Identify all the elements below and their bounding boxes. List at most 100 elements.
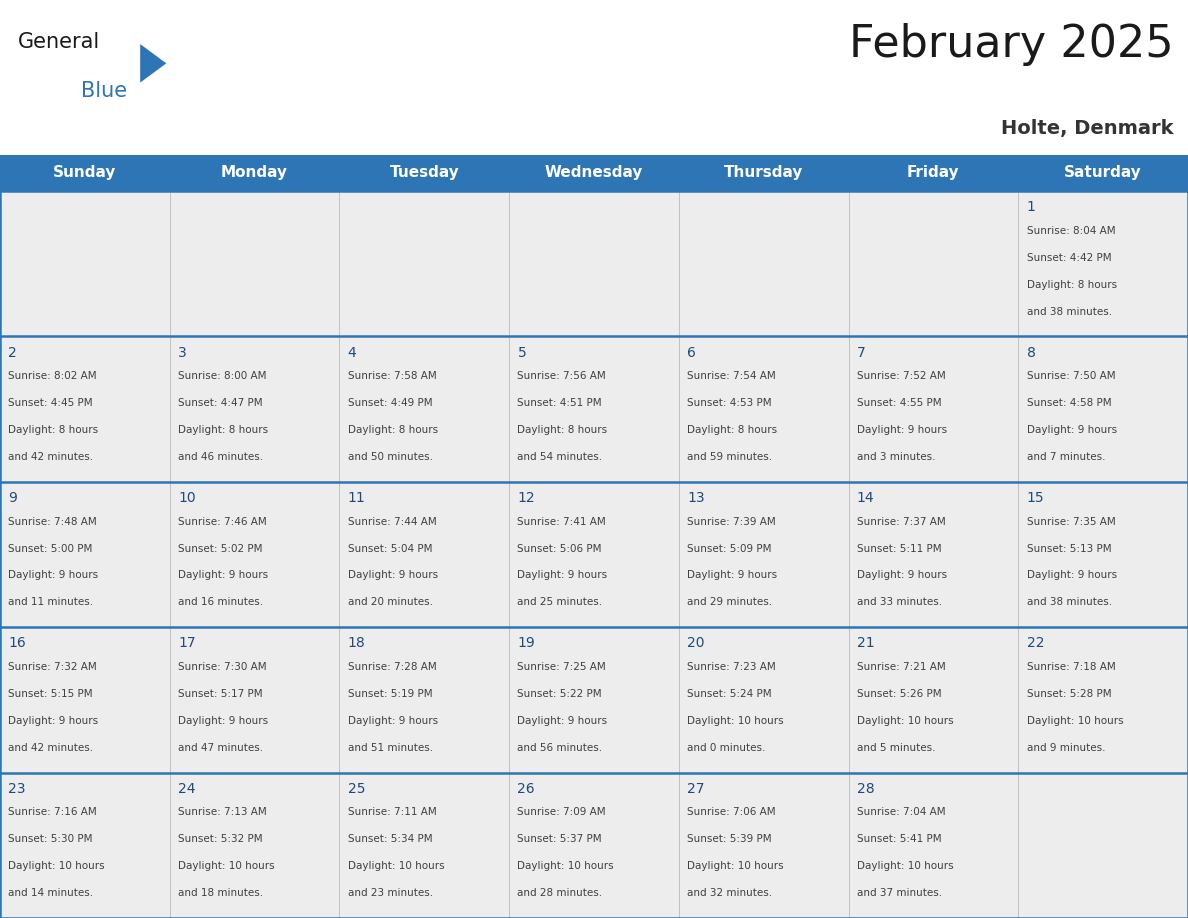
Text: 1: 1 <box>1026 200 1036 214</box>
Text: Sunset: 4:45 PM: Sunset: 4:45 PM <box>8 398 93 409</box>
Text: and 38 minutes.: and 38 minutes. <box>1026 307 1112 317</box>
Text: Holte, Denmark: Holte, Denmark <box>1001 119 1174 139</box>
Text: 27: 27 <box>687 782 704 796</box>
Text: and 25 minutes.: and 25 minutes. <box>518 598 602 608</box>
Bar <box>510 482 678 627</box>
Text: Daylight: 9 hours: Daylight: 9 hours <box>348 716 438 726</box>
Text: Daylight: 9 hours: Daylight: 9 hours <box>178 570 268 580</box>
Text: and 18 minutes.: and 18 minutes. <box>178 889 264 898</box>
Text: Sunset: 5:24 PM: Sunset: 5:24 PM <box>687 689 772 699</box>
Text: 13: 13 <box>687 491 704 505</box>
Text: Daylight: 9 hours: Daylight: 9 hours <box>8 716 99 726</box>
Text: and 28 minutes.: and 28 minutes. <box>518 889 602 898</box>
Text: 21: 21 <box>857 636 874 650</box>
Text: Sunrise: 7:56 AM: Sunrise: 7:56 AM <box>518 371 606 381</box>
Text: Daylight: 9 hours: Daylight: 9 hours <box>1026 570 1117 580</box>
Text: Daylight: 9 hours: Daylight: 9 hours <box>348 570 438 580</box>
Text: February 2025: February 2025 <box>849 23 1174 66</box>
Text: 15: 15 <box>1026 491 1044 505</box>
Text: and 14 minutes.: and 14 minutes. <box>8 889 94 898</box>
Text: Sunset: 4:58 PM: Sunset: 4:58 PM <box>1026 398 1111 409</box>
Bar <box>0 155 1188 191</box>
Text: and 51 minutes.: and 51 minutes. <box>348 743 432 753</box>
Text: and 42 minutes.: and 42 minutes. <box>8 743 94 753</box>
Text: Sunrise: 7:39 AM: Sunrise: 7:39 AM <box>687 517 776 527</box>
Text: Sunrise: 7:04 AM: Sunrise: 7:04 AM <box>857 808 946 818</box>
Text: Sunrise: 7:32 AM: Sunrise: 7:32 AM <box>8 662 97 672</box>
Text: 19: 19 <box>518 636 536 650</box>
Text: 4: 4 <box>348 345 356 360</box>
Bar <box>340 627 510 773</box>
Text: Sunrise: 7:41 AM: Sunrise: 7:41 AM <box>518 517 606 527</box>
Text: and 0 minutes.: and 0 minutes. <box>687 743 765 753</box>
Text: Daylight: 9 hours: Daylight: 9 hours <box>8 570 99 580</box>
Text: Daylight: 8 hours: Daylight: 8 hours <box>518 425 607 435</box>
Text: Sunrise: 7:11 AM: Sunrise: 7:11 AM <box>348 808 436 818</box>
Bar <box>170 773 340 918</box>
Text: Sunset: 4:47 PM: Sunset: 4:47 PM <box>178 398 263 409</box>
Text: and 46 minutes.: and 46 minutes. <box>178 452 264 462</box>
Text: Sunset: 5:30 PM: Sunset: 5:30 PM <box>8 834 93 845</box>
Bar <box>510 336 678 482</box>
Text: 24: 24 <box>178 782 196 796</box>
Text: Sunset: 5:41 PM: Sunset: 5:41 PM <box>857 834 942 845</box>
Text: Thursday: Thursday <box>723 165 803 181</box>
Bar <box>510 627 678 773</box>
Bar <box>0 627 170 773</box>
Text: Sunrise: 7:37 AM: Sunrise: 7:37 AM <box>857 517 946 527</box>
Text: Sunrise: 7:18 AM: Sunrise: 7:18 AM <box>1026 662 1116 672</box>
Text: and 32 minutes.: and 32 minutes. <box>687 889 772 898</box>
Text: 12: 12 <box>518 491 535 505</box>
Text: and 16 minutes.: and 16 minutes. <box>178 598 264 608</box>
Text: Sunset: 5:39 PM: Sunset: 5:39 PM <box>687 834 772 845</box>
Text: Sunset: 5:19 PM: Sunset: 5:19 PM <box>348 689 432 699</box>
Text: 18: 18 <box>348 636 366 650</box>
Text: 26: 26 <box>518 782 535 796</box>
Bar <box>510 773 678 918</box>
Bar <box>340 336 510 482</box>
Text: Sunrise: 7:30 AM: Sunrise: 7:30 AM <box>178 662 266 672</box>
Text: Sunset: 5:26 PM: Sunset: 5:26 PM <box>857 689 942 699</box>
Bar <box>170 482 340 627</box>
Bar <box>848 336 1018 482</box>
Text: Sunrise: 7:50 AM: Sunrise: 7:50 AM <box>1026 371 1116 381</box>
Text: 16: 16 <box>8 636 26 650</box>
Text: and 3 minutes.: and 3 minutes. <box>857 452 935 462</box>
Text: Blue: Blue <box>81 81 127 101</box>
Text: and 59 minutes.: and 59 minutes. <box>687 452 772 462</box>
Bar <box>1018 336 1188 482</box>
Text: Sunset: 5:22 PM: Sunset: 5:22 PM <box>518 689 602 699</box>
Text: Daylight: 9 hours: Daylight: 9 hours <box>178 716 268 726</box>
Bar <box>340 482 510 627</box>
Text: and 38 minutes.: and 38 minutes. <box>1026 598 1112 608</box>
Text: 8: 8 <box>1026 345 1036 360</box>
Text: Sunset: 5:04 PM: Sunset: 5:04 PM <box>348 543 432 554</box>
Text: Daylight: 8 hours: Daylight: 8 hours <box>8 425 99 435</box>
Text: Sunset: 5:02 PM: Sunset: 5:02 PM <box>178 543 263 554</box>
Bar <box>848 482 1018 627</box>
Text: 23: 23 <box>8 782 26 796</box>
Text: Sunset: 5:15 PM: Sunset: 5:15 PM <box>8 689 93 699</box>
Text: 28: 28 <box>857 782 874 796</box>
Text: Daylight: 9 hours: Daylight: 9 hours <box>1026 425 1117 435</box>
Bar <box>848 191 1018 336</box>
Bar <box>848 627 1018 773</box>
Text: Sunset: 5:11 PM: Sunset: 5:11 PM <box>857 543 942 554</box>
Text: Sunrise: 7:23 AM: Sunrise: 7:23 AM <box>687 662 776 672</box>
Text: and 7 minutes.: and 7 minutes. <box>1026 452 1105 462</box>
Text: Sunrise: 7:48 AM: Sunrise: 7:48 AM <box>8 517 97 527</box>
Text: 22: 22 <box>1026 636 1044 650</box>
Text: Sunrise: 7:58 AM: Sunrise: 7:58 AM <box>348 371 436 381</box>
Text: and 37 minutes.: and 37 minutes. <box>857 889 942 898</box>
Text: 25: 25 <box>348 782 365 796</box>
Bar <box>0 191 170 336</box>
Text: Daylight: 9 hours: Daylight: 9 hours <box>687 570 777 580</box>
Text: and 33 minutes.: and 33 minutes. <box>857 598 942 608</box>
Text: Sunrise: 7:44 AM: Sunrise: 7:44 AM <box>348 517 436 527</box>
Text: and 54 minutes.: and 54 minutes. <box>518 452 602 462</box>
Text: Daylight: 8 hours: Daylight: 8 hours <box>1026 280 1117 290</box>
Text: Monday: Monday <box>221 165 287 181</box>
Text: Sunrise: 7:25 AM: Sunrise: 7:25 AM <box>518 662 606 672</box>
Text: Sunrise: 7:46 AM: Sunrise: 7:46 AM <box>178 517 267 527</box>
Text: and 11 minutes.: and 11 minutes. <box>8 598 94 608</box>
